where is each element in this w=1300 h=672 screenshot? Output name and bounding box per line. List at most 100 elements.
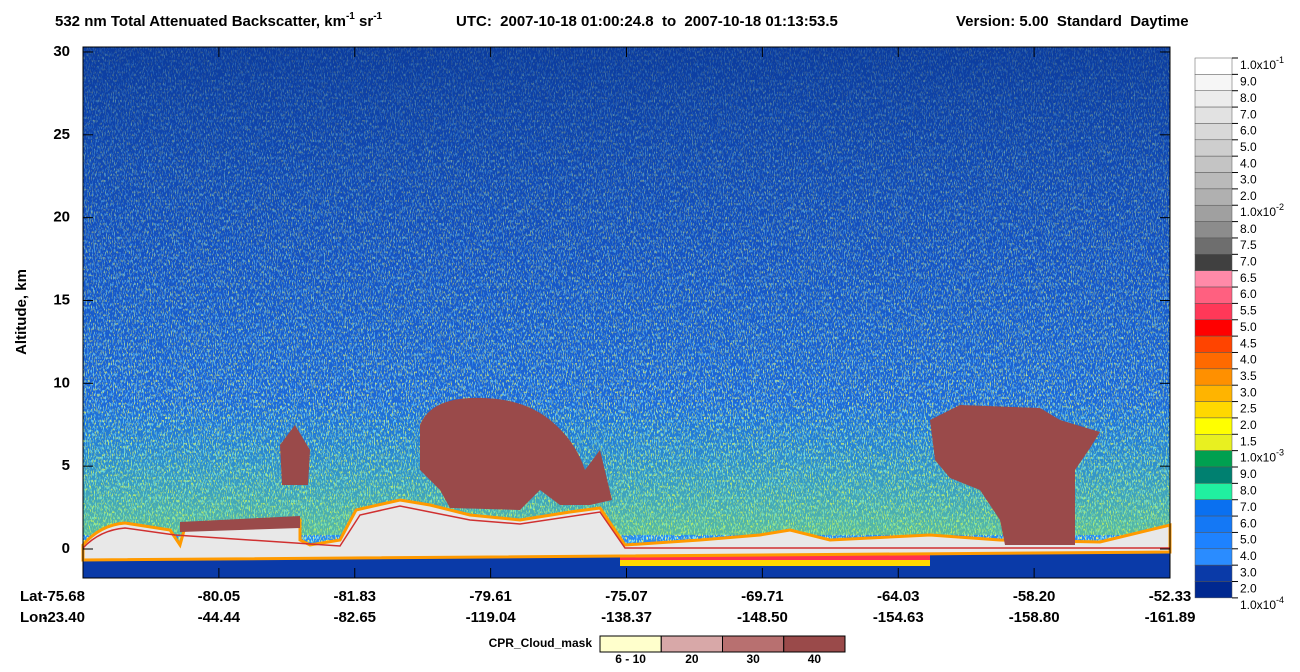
colorbar-label: 4.0	[1240, 549, 1257, 563]
colorbar-label: 3.0	[1240, 565, 1257, 579]
cpr-legend-label: 20	[685, 652, 699, 666]
colorbar-label: 2.0	[1240, 418, 1257, 432]
title-part: sr	[355, 13, 374, 30]
colorbar-label: 3.0	[1240, 385, 1257, 399]
colorbar-swatch	[1194, 74, 1233, 91]
x-tick-label: -148.50	[737, 609, 788, 626]
colorbar-label: 3.5	[1240, 369, 1257, 383]
colorbar-label-exp: -4	[1276, 595, 1284, 605]
colorbar-swatch	[1194, 564, 1233, 582]
cloud-mask	[930, 405, 1100, 545]
x-tick-label: -69.71	[741, 588, 784, 605]
colorbar-label: 6.0	[1240, 516, 1257, 530]
colorbar-label: 8.0	[1240, 91, 1257, 105]
cloud-mask	[280, 425, 310, 485]
x-row-label: Lat	[20, 588, 43, 605]
x-tick-label: -161.89	[1145, 609, 1196, 626]
colorbar-swatch	[1194, 319, 1233, 337]
colorbar-swatch	[1194, 368, 1233, 386]
y-tick-label: 20	[53, 209, 70, 226]
colorbar-swatch	[1194, 581, 1233, 599]
colorbar-label: 6.0	[1240, 124, 1257, 138]
colorbar-swatch	[1194, 483, 1233, 500]
colorbar-label-exp: -3	[1276, 448, 1284, 458]
colorbar-label: 2.0	[1240, 189, 1257, 203]
colorbar-label-base: 1.0x10	[1240, 451, 1276, 465]
title-part: -1	[346, 11, 355, 22]
chart-title: 532 nm Total Attenuated Backscatter, km-…	[55, 11, 383, 30]
x-row-label: Lon	[20, 609, 48, 626]
colorbar-swatch	[1194, 155, 1233, 173]
colorbar-swatch	[1194, 450, 1233, 468]
version: Version: 5.00 Standard Daytime	[956, 13, 1189, 30]
colorbar-label: 1.0x10-3	[1240, 448, 1284, 465]
colorbar-swatch	[1194, 303, 1233, 321]
colorbar-label: 4.0	[1240, 353, 1257, 367]
colorbar-label-base: 1.0x10	[1240, 205, 1276, 219]
colorbar-label: 1.0x10-4	[1240, 595, 1284, 612]
cpr-legend-label: 6 - 10	[615, 652, 646, 666]
colorbar-label: 9.0	[1240, 467, 1257, 481]
colorbar-swatch	[1194, 172, 1233, 190]
colorbar-label: 1.0x10-1	[1240, 55, 1284, 72]
surface-return	[81, 498, 1172, 562]
colorbar-label: 5.0	[1240, 320, 1257, 334]
colorbar-swatch	[1194, 57, 1233, 75]
x-tick-label: -75.07	[605, 588, 648, 605]
cpr-legend-title: CPR_Cloud_mask	[489, 636, 593, 650]
x-tick-label: -52.33	[1149, 588, 1192, 605]
x-tick-label: -81.83	[333, 588, 376, 605]
colorbar-swatch	[1194, 188, 1233, 206]
colorbar-label: 2.5	[1240, 402, 1257, 416]
y-tick-label: 15	[53, 291, 70, 308]
x-tick-label: -119.04	[466, 609, 517, 626]
x-tick-label: -138.37	[601, 609, 652, 626]
y-tick-label: 5	[62, 457, 70, 474]
colorbar-swatch	[1194, 286, 1233, 304]
colorbar-swatch	[1194, 237, 1233, 255]
colorbar-swatch	[1194, 434, 1233, 451]
y-tick-label: 25	[53, 126, 70, 143]
colorbar-swatch	[1194, 221, 1233, 239]
cpr-legend-swatch	[722, 635, 785, 653]
cpr-legend-swatch	[660, 635, 723, 653]
colorbar-swatch	[1194, 417, 1233, 435]
colorbar-label: 5.0	[1240, 140, 1257, 154]
title-part: 532 nm Total Attenuated Backscatter, km	[55, 13, 346, 30]
colorbar-label: 2.0	[1240, 582, 1257, 596]
colorbar-label: 5.0	[1240, 533, 1257, 547]
colorbar-label: 6.0	[1240, 287, 1257, 301]
y-tick-label: 10	[53, 374, 70, 391]
cpr-legend-label: 40	[808, 652, 822, 666]
colorbar-swatch	[1194, 515, 1233, 533]
colorbar-label: 4.0	[1240, 156, 1257, 170]
colorbar-label: 5.5	[1240, 304, 1257, 318]
colorbar-label: 9.0	[1240, 75, 1257, 89]
colorbar-label: 8.0	[1240, 222, 1257, 236]
colorbar-label: 7.0	[1240, 500, 1257, 514]
colorbar-swatch	[1194, 532, 1233, 550]
colorbar-label: 3.0	[1240, 173, 1257, 187]
y-tick-label: 30	[53, 43, 70, 60]
colorbar-label: 1.5	[1240, 434, 1257, 448]
y-tick-label: 0	[62, 540, 70, 557]
colorbar-swatch	[1194, 90, 1233, 108]
y-axis-label: Altitude, km	[13, 269, 30, 355]
colorbar-label: 7.0	[1240, 107, 1257, 121]
colorbar-swatch	[1194, 254, 1233, 271]
colorbar-swatch	[1194, 466, 1233, 484]
backscatter-image	[81, 47, 1172, 578]
cpr-legend-label: 30	[746, 652, 760, 666]
x-tick-label: -58.20	[1013, 588, 1056, 605]
x-tick-label: -79.61	[469, 588, 512, 605]
colorbar-label: 8.0	[1240, 484, 1257, 498]
colorbar-swatch	[1194, 352, 1233, 370]
x-tick-label: -154.63	[873, 609, 924, 626]
colorbar-swatch	[1194, 335, 1233, 353]
colorbar-swatch	[1194, 123, 1233, 141]
colorbar-swatch	[1194, 384, 1233, 402]
colorbar-label-exp: -1	[1276, 55, 1284, 65]
colorbar-label: 4.5	[1240, 336, 1257, 350]
colorbar-swatch	[1194, 270, 1233, 288]
